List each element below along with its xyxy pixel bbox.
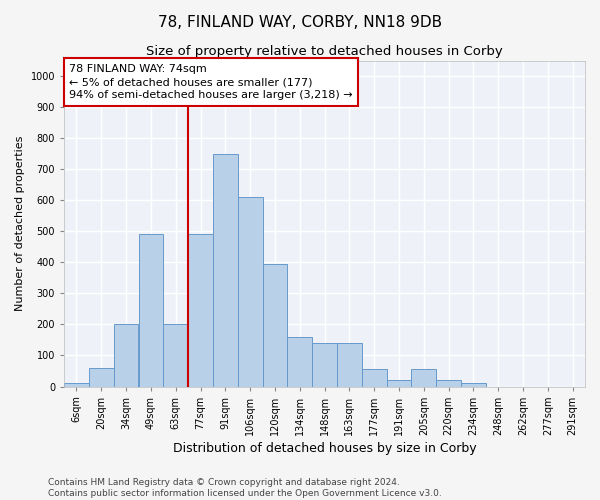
Text: Contains HM Land Registry data © Crown copyright and database right 2024.
Contai: Contains HM Land Registry data © Crown c… [48, 478, 442, 498]
Bar [461, 384, 486, 386]
Bar [337, 343, 362, 386]
Y-axis label: Number of detached properties: Number of detached properties [15, 136, 25, 311]
X-axis label: Distribution of detached houses by size in Corby: Distribution of detached houses by size … [173, 442, 476, 455]
Text: 78, FINLAND WAY, CORBY, NN18 9DB: 78, FINLAND WAY, CORBY, NN18 9DB [158, 15, 442, 30]
Bar [263, 264, 287, 386]
Bar [412, 370, 436, 386]
Bar [287, 337, 312, 386]
Bar [163, 324, 188, 386]
Title: Size of property relative to detached houses in Corby: Size of property relative to detached ho… [146, 45, 503, 58]
Bar [362, 370, 386, 386]
Bar [312, 343, 337, 386]
Bar [238, 197, 263, 386]
Bar [188, 234, 213, 386]
Bar [89, 368, 113, 386]
Bar [64, 384, 89, 386]
Bar [139, 234, 163, 386]
Bar [113, 324, 139, 386]
Bar [436, 380, 461, 386]
Bar [213, 154, 238, 386]
Text: 78 FINLAND WAY: 74sqm
← 5% of detached houses are smaller (177)
94% of semi-deta: 78 FINLAND WAY: 74sqm ← 5% of detached h… [69, 64, 353, 100]
Bar [386, 380, 412, 386]
